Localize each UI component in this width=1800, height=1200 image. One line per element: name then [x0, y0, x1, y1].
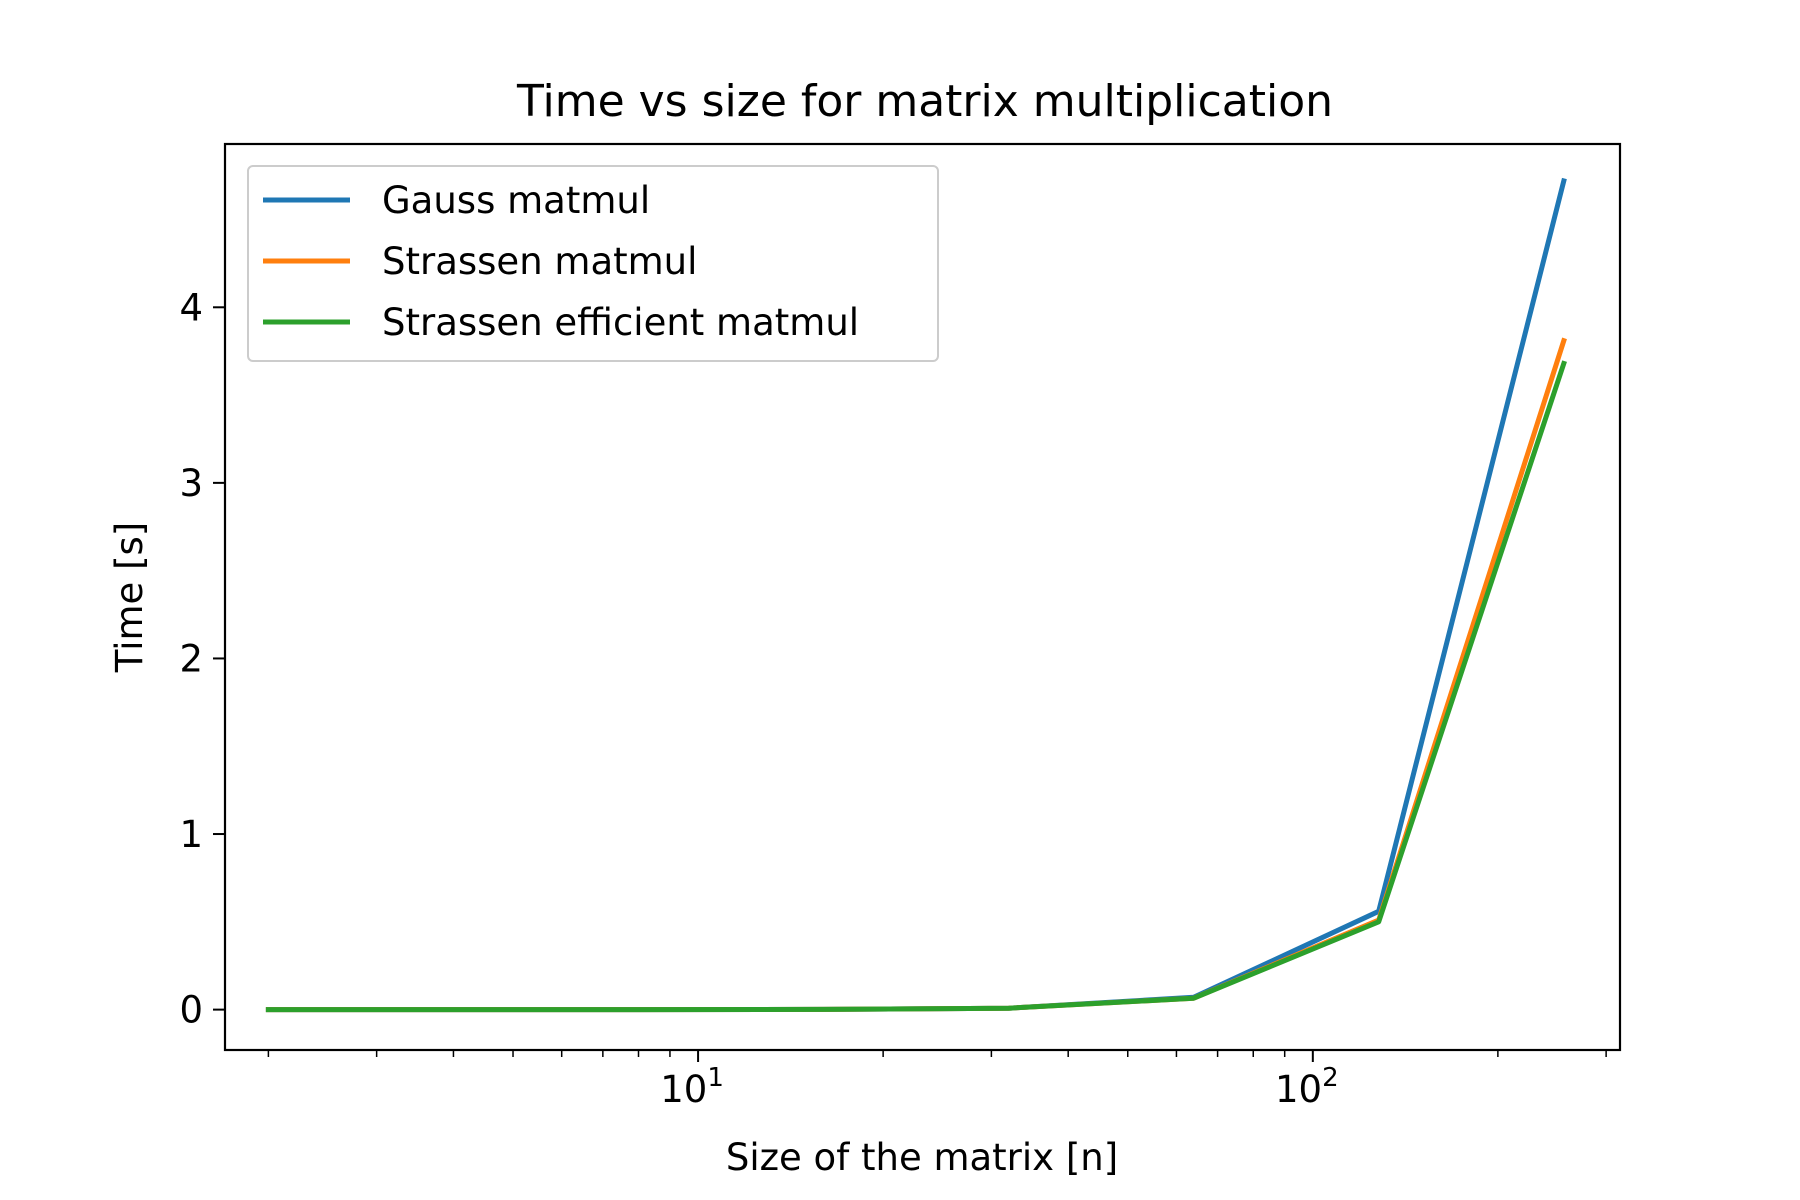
y-axis: 0 1 2 3 4 [179, 286, 225, 1032]
legend-label: Gauss matmul [382, 179, 650, 222]
legend-label: Strassen matmul [382, 240, 697, 283]
legend-label: Strassen efficient matmul [382, 301, 859, 344]
legend: Gauss matmul Strassen matmul Strassen effi… [247, 165, 939, 362]
x-axis-label: Size of the matrix [n] [726, 1136, 1118, 1179]
chart-title: Time vs size for matrix multiplication [516, 76, 1333, 127]
y-tick-label: 0 [179, 989, 203, 1032]
y-tick-label: 1 [179, 813, 203, 856]
y-tick-label: 2 [179, 637, 203, 680]
y-tick-label: 3 [179, 462, 203, 505]
series-lines [265, 177, 1567, 1013]
series-line-2 [265, 360, 1567, 1013]
y-axis-label: Time [s] [108, 522, 151, 673]
y-tick-label: 4 [179, 286, 203, 329]
x-axis: 101 102 [267, 1050, 1607, 1111]
x-tick-label: 101 [660, 1063, 724, 1111]
legend-box [247, 165, 939, 362]
plot-frame [223, 142, 1622, 1052]
x-tick-label: 102 [1275, 1063, 1339, 1111]
